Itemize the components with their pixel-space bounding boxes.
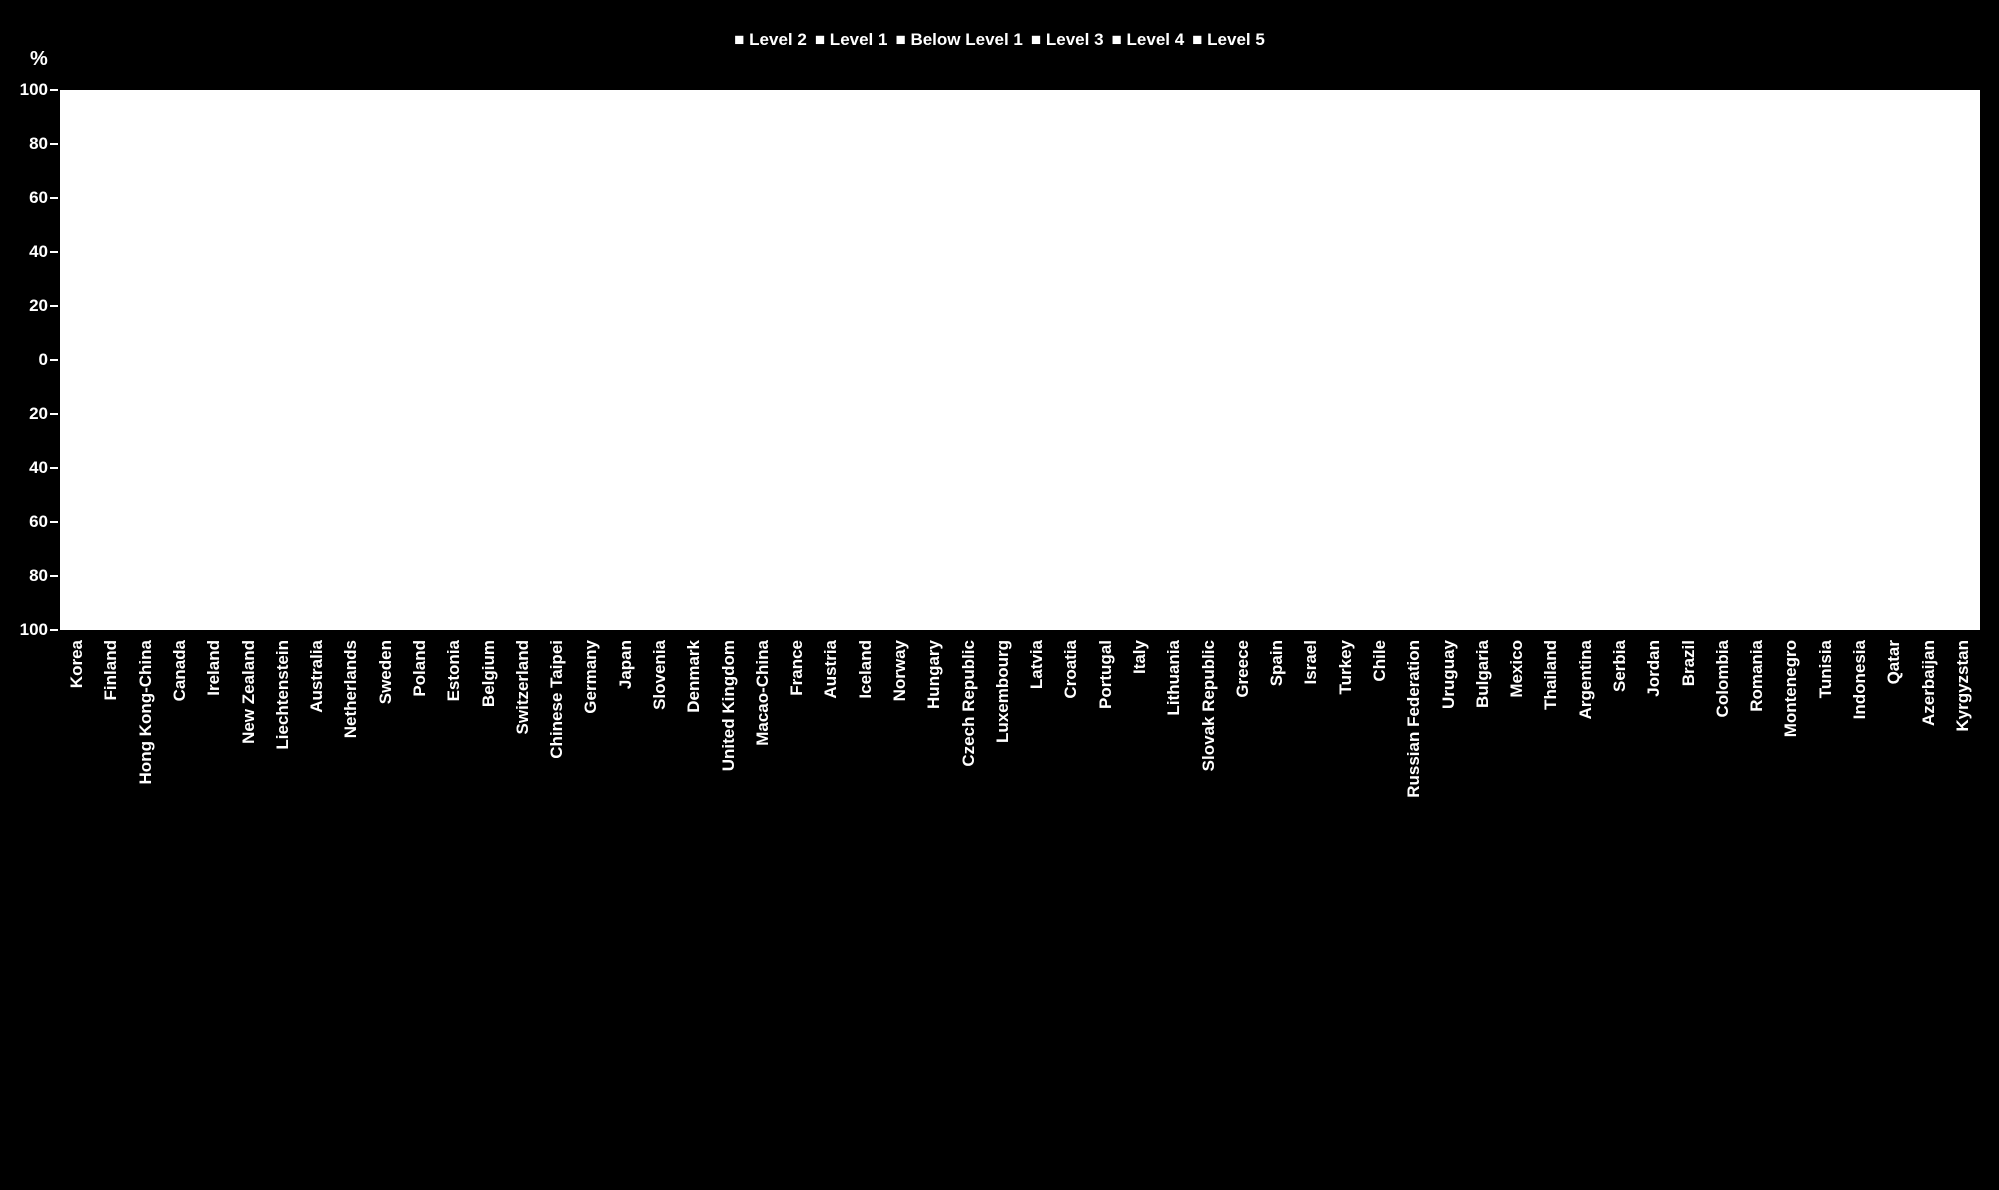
x-tick-label: Denmark xyxy=(684,640,704,713)
x-tick-label: Lithuania xyxy=(1164,640,1184,716)
x-tick-label: Luxembourg xyxy=(993,640,1013,743)
x-tick-label: Indonesia xyxy=(1850,640,1870,719)
x-tick-label: Finland xyxy=(101,640,121,700)
x-tick-label: Canada xyxy=(170,640,190,701)
x-tick-label: Korea xyxy=(67,640,87,688)
x-tick-label: Switzerland xyxy=(513,640,533,734)
y-tick-label: 20 xyxy=(0,296,48,316)
y-tick-mark xyxy=(50,629,58,631)
x-tick-label: Estonia xyxy=(444,640,464,701)
x-tick-label: Iceland xyxy=(856,640,876,699)
x-tick-label: Argentina xyxy=(1576,640,1596,719)
x-tick-label: Macao-China xyxy=(753,640,773,746)
x-tick-label: Croatia xyxy=(1061,640,1081,699)
legend-item: ■ Level 3 xyxy=(1031,30,1104,49)
x-tick-label: Portugal xyxy=(1096,640,1116,709)
x-tick-label: Belgium xyxy=(479,640,499,707)
x-tick-label: Brazil xyxy=(1679,640,1699,686)
y-tick-mark xyxy=(50,251,58,253)
x-tick-label: Hong Kong-China xyxy=(136,640,156,784)
y-axis-ticks: 10080604020020406080100 xyxy=(0,90,60,630)
x-axis-labels: Korea Finland Hong Kong-China Canada Ireland… xyxy=(60,640,1980,1190)
x-tick-label: Mexico xyxy=(1507,640,1527,698)
x-tick-label: Qatar xyxy=(1884,640,1904,684)
x-tick-label: Austria xyxy=(821,640,841,699)
y-tick-label: 40 xyxy=(0,242,48,262)
legend-item: ■ Level 2 xyxy=(734,30,807,49)
x-tick-label: Poland xyxy=(410,640,430,697)
x-tick-label: France xyxy=(787,640,807,696)
y-tick-label: 40 xyxy=(0,458,48,478)
x-tick-label: Chinese Taipei xyxy=(547,640,567,759)
y-tick-mark xyxy=(50,143,58,145)
y-tick-label: 80 xyxy=(0,134,48,154)
x-tick-label: Montenegro xyxy=(1781,640,1801,737)
y-tick-mark xyxy=(50,305,58,307)
x-tick-label: Ireland xyxy=(204,640,224,696)
x-tick-label: Serbia xyxy=(1610,640,1630,692)
x-tick-label: Sweden xyxy=(376,640,396,704)
x-tick-label: Colombia xyxy=(1713,640,1733,717)
chart-legend: ■ Level 2 ■ Level 1 ■ Below Level 1 ■ Level… xyxy=(0,30,1999,50)
x-tick-label: Kyrgyzstan xyxy=(1953,640,1973,732)
x-tick-label: United Kingdom xyxy=(719,640,739,771)
x-tick-label: Russian Federation xyxy=(1404,640,1424,798)
y-tick-mark xyxy=(50,89,58,91)
x-tick-label: Bulgaria xyxy=(1473,640,1493,708)
x-tick-label: Azerbaijan xyxy=(1919,640,1939,726)
x-tick-label: Israel xyxy=(1301,640,1321,684)
y-tick-label: 0 xyxy=(0,350,48,370)
x-tick-label: Jordan xyxy=(1644,640,1664,697)
x-tick-label: New Zealand xyxy=(239,640,259,744)
x-tick-label: Turkey xyxy=(1336,640,1356,695)
y-tick-mark xyxy=(50,359,58,361)
y-tick-mark xyxy=(50,197,58,199)
x-tick-label: Greece xyxy=(1233,640,1253,698)
x-tick-label: Tunisia xyxy=(1816,640,1836,698)
x-tick-label: Uruguay xyxy=(1439,640,1459,709)
legend-item: ■ Level 4 xyxy=(1112,30,1185,49)
y-tick-label: 100 xyxy=(0,620,48,640)
y-tick-label: 60 xyxy=(0,512,48,532)
legend-item: ■ Level 1 xyxy=(815,30,888,49)
y-axis-unit-label: % xyxy=(30,48,48,71)
y-tick-label: 100 xyxy=(0,80,48,100)
x-tick-label: Netherlands xyxy=(341,640,361,738)
y-tick-label: 20 xyxy=(0,404,48,424)
x-tick-label: Spain xyxy=(1267,640,1287,686)
x-tick-label: Chile xyxy=(1370,640,1390,682)
y-tick-label: 60 xyxy=(0,188,48,208)
y-tick-mark xyxy=(50,467,58,469)
x-tick-label: Italy xyxy=(1130,640,1150,674)
y-tick-label: 80 xyxy=(0,566,48,586)
x-tick-label: Czech Republic xyxy=(959,640,979,767)
chart-container: ■ Level 2 ■ Level 1 ■ Below Level 1 ■ Level… xyxy=(0,0,1999,1190)
plot-area xyxy=(60,90,1980,630)
x-tick-label: Germany xyxy=(581,640,601,714)
legend-item: ■ Below Level 1 xyxy=(895,30,1022,49)
x-tick-label: Liechtenstein xyxy=(273,640,293,750)
x-tick-label: Hungary xyxy=(924,640,944,709)
x-tick-label: Romania xyxy=(1747,640,1767,712)
x-tick-label: Japan xyxy=(616,640,636,689)
y-tick-mark xyxy=(50,575,58,577)
x-tick-label: Slovak Republic xyxy=(1199,640,1219,771)
x-tick-label: Thailand xyxy=(1541,640,1561,710)
y-tick-mark xyxy=(50,521,58,523)
y-tick-mark xyxy=(50,413,58,415)
x-tick-label: Australia xyxy=(307,640,327,713)
x-tick-label: Norway xyxy=(890,640,910,701)
x-tick-label: Slovenia xyxy=(650,640,670,710)
legend-item: ■ Level 5 xyxy=(1192,30,1265,49)
x-tick-label: Latvia xyxy=(1027,640,1047,689)
